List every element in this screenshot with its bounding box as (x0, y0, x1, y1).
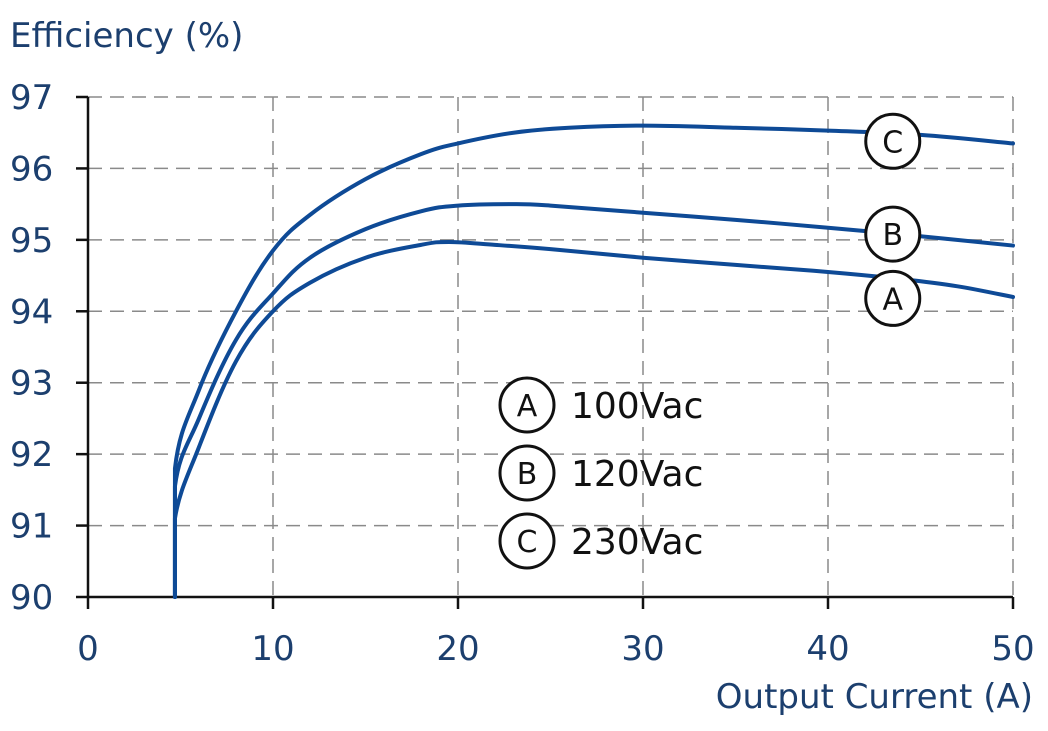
curve-marker-circle-a (864, 269, 922, 327)
legend: A 100Vac B 120Vac C 230Vac (498, 376, 703, 570)
y-tick-label-96: 96 (10, 149, 53, 189)
legend-marker-letter-b: B (517, 457, 538, 492)
legend-marker-circle-c (498, 512, 556, 570)
series-line-a (172, 240, 1015, 599)
y-tick-label-92: 92 (10, 435, 53, 475)
axes (86, 97, 1013, 599)
curve-marker-circle-b (864, 205, 922, 263)
series-line-b (172, 202, 1015, 599)
y-axis-title: Efficiency (%) (10, 16, 243, 56)
x-tick-label-50: 50 (991, 629, 1034, 669)
curve-marker-a: A (864, 269, 922, 327)
x-axis-title: Output Current (A) (716, 677, 1033, 717)
legend-item-c: C 230Vac (498, 512, 703, 570)
curve-markers: C BA (864, 112, 922, 327)
y-tick-label-91: 91 (10, 507, 53, 547)
legend-marker-circle-b (498, 444, 556, 502)
x-tick-label-10: 10 (251, 629, 294, 669)
x-tick-label-20: 20 (436, 629, 479, 669)
curve-marker-letter-b: B (882, 218, 903, 253)
curve-marker-letter-c: C (882, 125, 903, 160)
y-tick-label-93: 93 (10, 364, 53, 404)
curve-marker-letter-a: A (882, 282, 903, 317)
legend-label-a: 100Vac (571, 386, 703, 427)
legend-marker-letter-c: C (517, 525, 538, 560)
y-tick-label-97: 97 (10, 78, 53, 118)
legend-label-c: 230Vac (571, 522, 703, 563)
tick-labels: 0 10 20 30 40 50 90 91 92 93 94 95 96 97 (10, 78, 1035, 669)
y-tick-label-90: 90 (10, 578, 53, 618)
curve-marker-c: C (864, 112, 922, 170)
legend-item-b: B 120Vac (498, 444, 703, 502)
y-tick-label-94: 94 (10, 292, 53, 332)
legend-label-b: 120Vac (571, 454, 703, 495)
curve-marker-circle-c (864, 112, 922, 170)
x-tick-label-30: 30 (621, 629, 664, 669)
series-curves (172, 123, 1015, 599)
gridlines (88, 96, 1014, 597)
legend-marker-circle-a (498, 376, 556, 434)
legend-item-a: A 100Vac (498, 376, 703, 434)
x-tick-label-0: 0 (77, 629, 99, 669)
series-line-c (172, 123, 1015, 599)
curve-marker-b: B (864, 205, 922, 263)
legend-marker-letter-a: A (517, 389, 538, 424)
x-tick-label-40: 40 (806, 629, 849, 669)
y-tick-label-95: 95 (10, 221, 53, 261)
